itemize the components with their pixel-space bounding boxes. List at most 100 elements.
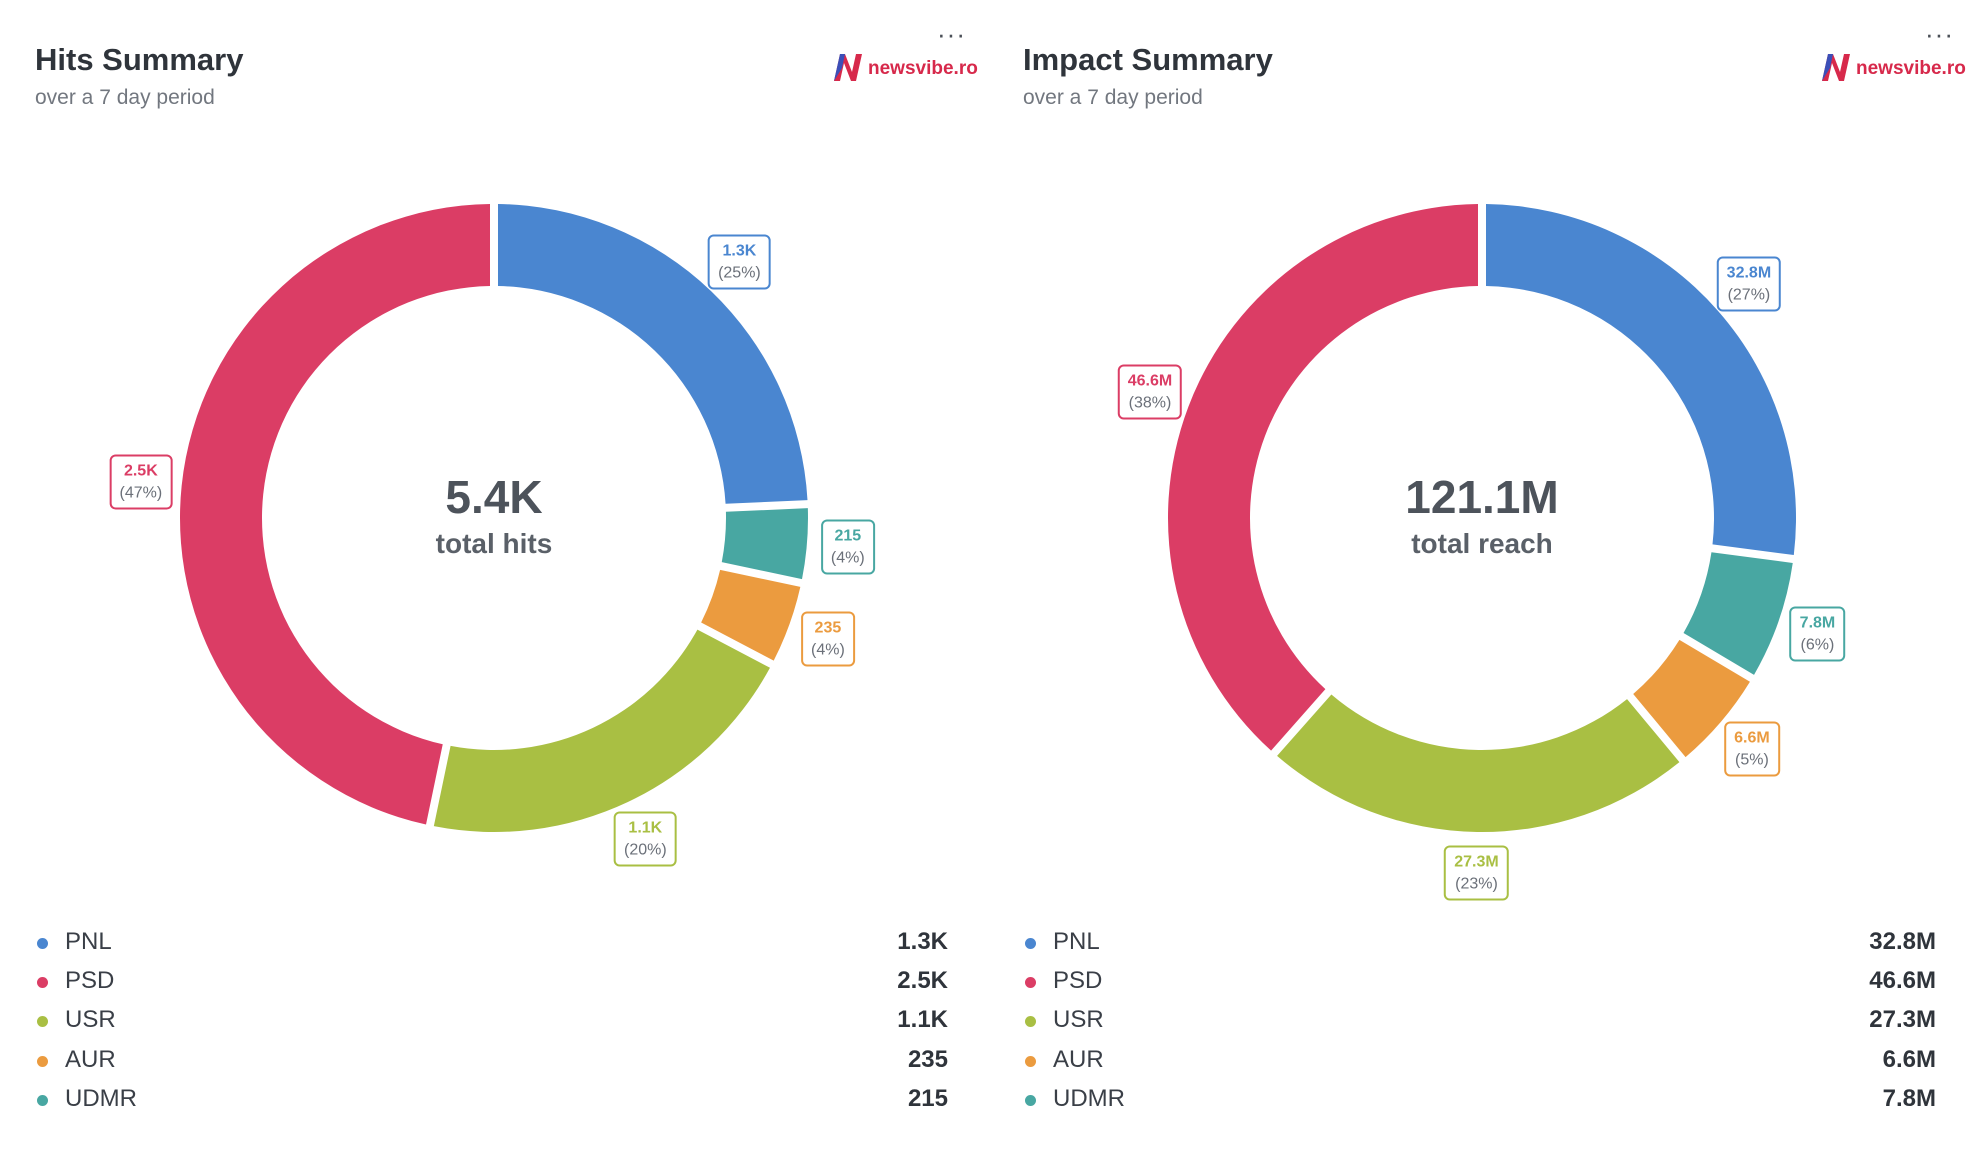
data-label-percent: (47%): [119, 484, 163, 502]
data-label-percent: (4%): [811, 641, 845, 659]
data-label-value: 32.8M: [1726, 264, 1772, 282]
newsvibe-logo: newsvibe.ro: [1820, 48, 1966, 82]
legend-value: 1.1K: [897, 1006, 948, 1033]
panel-title: Hits Summary: [35, 42, 244, 77]
data-label-usr: 1.1K (20%): [613, 811, 677, 867]
donut-slice-udmr[interactable]: [1683, 552, 1793, 675]
legend-dot: [37, 977, 48, 988]
legend-dot: [1025, 977, 1036, 988]
legend-label: PNL: [1053, 928, 1100, 955]
legend-dot: [1025, 1016, 1036, 1027]
legend-value: 32.8M: [1869, 928, 1936, 955]
legend-item[interactable]: PSD 46.6M: [988, 964, 1976, 1000]
legend-label: UDMR: [1053, 1085, 1125, 1112]
hits-summary-panel: Hits Summary over a 7 day period newsvib…: [0, 0, 988, 1118]
donut-slice-usr[interactable]: [433, 629, 770, 832]
legend-value: 27.3M: [1869, 1006, 1936, 1033]
legend-item[interactable]: UDMR 215: [0, 1082, 988, 1118]
legend-label: UDMR: [65, 1085, 137, 1112]
data-label-percent: (25%): [718, 264, 761, 281]
more-options-icon[interactable]: ···: [937, 19, 966, 49]
data-label-value: 1.1K: [628, 819, 663, 837]
data-label-aur: 6.6M (5%): [1724, 721, 1780, 777]
legend-label: AUR: [65, 1046, 116, 1073]
data-label-value: 2.5K: [123, 462, 158, 480]
legend-item[interactable]: USR 27.3M: [988, 1003, 1976, 1039]
newsvibe-n-icon: [1822, 54, 1850, 81]
donut-slice-psd[interactable]: [1168, 204, 1479, 751]
legend-dot: [37, 938, 48, 949]
data-label-value: 1.3K: [722, 242, 757, 259]
donut-slice-aur[interactable]: [701, 569, 801, 661]
panel-title: Impact Summary: [1023, 42, 1273, 77]
legend-dot: [1025, 1095, 1036, 1106]
data-label-udmr: 215 (4%): [820, 519, 875, 575]
legend-item[interactable]: AUR 235: [0, 1043, 988, 1079]
legend-value: 46.6M: [1869, 967, 1936, 994]
legend-dot: [37, 1016, 48, 1027]
donut-svg: [180, 204, 808, 832]
donut-slice-psd[interactable]: [180, 204, 491, 825]
donut-slice-pnl[interactable]: [497, 204, 808, 504]
data-label-pnl: 1.3K (25%): [708, 234, 771, 289]
data-label-pnl: 32.8M (27%): [1716, 256, 1782, 312]
data-label-percent: (20%): [623, 841, 667, 859]
more-options-icon[interactable]: ···: [1925, 19, 1954, 49]
data-label-value: 46.6M: [1127, 372, 1173, 390]
legend-value: 235: [907, 1046, 948, 1073]
legend-item[interactable]: PNL 32.8M: [988, 925, 1976, 961]
logo-text: newsvibe.ro: [868, 58, 978, 79]
legend-label: PSD: [65, 967, 115, 994]
legend-label: USR: [65, 1006, 116, 1033]
data-label-value: 27.3M: [1454, 853, 1499, 871]
hits-donut-chart: 5.4K total hits 1.3K (25%) 215 (4%) 235 (4%) 1…: [0, 0, 988, 900]
data-label-value: 6.6M: [1734, 729, 1770, 747]
legend-value: 1.3K: [897, 928, 948, 955]
legend-value: 6.6M: [1882, 1046, 1936, 1073]
logo-text: newsvibe.ro: [1856, 58, 1966, 79]
newsvibe-logo: newsvibe.ro: [832, 48, 978, 82]
data-label-usr: 27.3M (23%): [1444, 845, 1509, 901]
center-label: total hits: [435, 528, 553, 559]
legend-label: USR: [1053, 1006, 1104, 1033]
legend-item[interactable]: USR 1.1K: [0, 1003, 988, 1039]
data-label-percent: (4%): [830, 549, 865, 567]
data-label-percent: (6%): [1800, 636, 1835, 654]
legend-dot: [37, 1095, 48, 1106]
data-label-value: 215: [834, 527, 862, 545]
legend-value: 215: [907, 1085, 948, 1112]
panel-subtitle: over a 7 day period: [1023, 86, 1203, 109]
legend-item[interactable]: UDMR 7.8M: [988, 1082, 1976, 1118]
legend-label: AUR: [1053, 1046, 1104, 1073]
data-label-psd: 2.5K (47%): [109, 454, 173, 510]
data-label-value: 235: [814, 619, 842, 637]
legend-dot: [37, 1056, 48, 1067]
panel-subtitle: over a 7 day period: [35, 86, 215, 109]
impact-summary-panel: Impact Summary over a 7 day period newsv…: [988, 0, 1976, 1158]
impact-donut-chart: 121.1M total reach 32.8M (27%) 7.8M (6%) 6.6…: [988, 0, 1976, 901]
data-label-percent: (27%): [1727, 286, 1771, 304]
data-label-aur: 235 (4%): [801, 611, 855, 667]
legend-item[interactable]: AUR 6.6M: [988, 1043, 1976, 1079]
legend-item[interactable]: PSD 2.5K: [0, 964, 988, 1000]
newsvibe-n-icon: [834, 54, 862, 81]
data-label-udmr: 7.8M (6%): [1789, 606, 1846, 662]
donut-slice-pnl[interactable]: [1485, 204, 1796, 556]
legend-value: 7.8M: [1882, 1085, 1936, 1112]
legend-dot: [1025, 1056, 1036, 1067]
donut-slice-usr[interactable]: [1277, 694, 1680, 832]
legend-label: PSD: [1053, 967, 1103, 994]
legend-label: PNL: [65, 928, 112, 955]
donut-slice-aur[interactable]: [1633, 639, 1750, 758]
legend-dot: [1025, 938, 1036, 949]
data-label-percent: (23%): [1455, 875, 1498, 893]
data-label-value: 7.8M: [1799, 614, 1836, 632]
legend-item[interactable]: PNL 1.3K: [0, 925, 988, 961]
center-label: total reach: [1411, 528, 1553, 559]
donut-svg: [1168, 204, 1796, 832]
data-label-percent: (38%): [1128, 394, 1172, 412]
data-label-percent: (5%): [1735, 751, 1769, 769]
center-value: 5.4K: [445, 471, 543, 523]
data-label-psd: 46.6M (38%): [1117, 364, 1183, 420]
donut-slice-udmr[interactable]: [721, 508, 808, 580]
